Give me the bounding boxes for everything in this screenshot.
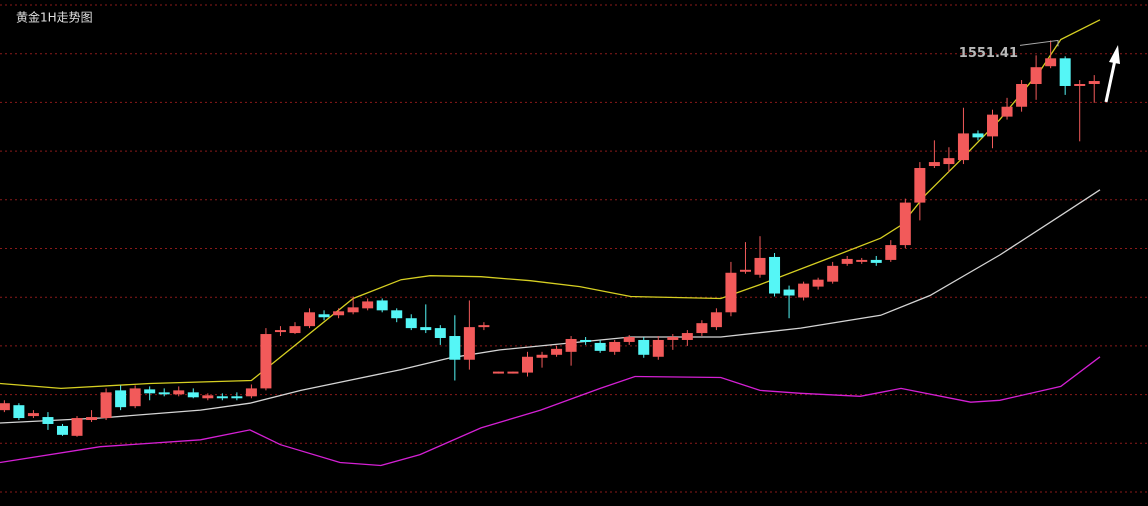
candle-body xyxy=(0,403,10,411)
candle-body xyxy=(478,325,490,328)
candle-body xyxy=(42,417,54,424)
candle-body xyxy=(769,256,781,294)
candle-body xyxy=(129,388,141,407)
arrow-head xyxy=(1109,45,1120,64)
candle-body xyxy=(231,396,243,399)
plot-area: 1551.41 xyxy=(0,19,1101,467)
candle-body xyxy=(972,133,984,138)
candle-body xyxy=(594,342,606,351)
candle-body xyxy=(856,259,868,262)
candle-body xyxy=(609,341,621,352)
candle-body xyxy=(420,327,432,331)
candle-body xyxy=(696,323,708,334)
grid xyxy=(0,4,1148,493)
candle-body xyxy=(71,418,83,436)
indicator-line xyxy=(0,189,1101,424)
candle-body xyxy=(144,389,156,394)
candle-body xyxy=(289,326,301,334)
arrow-shaft xyxy=(1104,59,1117,103)
candle-body xyxy=(1016,84,1028,107)
candle-body xyxy=(899,202,911,246)
candle-body xyxy=(216,396,228,399)
indicator-line xyxy=(0,356,1101,467)
candle-body xyxy=(565,338,577,352)
candle-body xyxy=(187,392,199,398)
candle-body xyxy=(1030,67,1042,85)
candle-body xyxy=(13,405,25,419)
high-marker xyxy=(1019,39,1059,47)
candle-body xyxy=(827,265,839,282)
candle-body xyxy=(551,348,563,355)
candle-body xyxy=(86,417,98,421)
candle-body xyxy=(56,425,68,435)
candle-body xyxy=(885,245,897,260)
candle-body xyxy=(580,339,592,342)
candle-body xyxy=(841,258,853,264)
candle-body xyxy=(449,336,461,360)
candle-body xyxy=(100,392,112,419)
candle-body xyxy=(347,307,359,313)
candle-body xyxy=(304,312,316,327)
candle-body xyxy=(173,390,185,395)
candle-body xyxy=(274,330,286,333)
candle-body xyxy=(870,259,882,263)
candle-body xyxy=(1074,84,1086,86)
candle-body xyxy=(987,114,999,137)
candle-body xyxy=(928,162,940,167)
indicator-line xyxy=(0,19,1101,390)
candle-body xyxy=(667,337,679,340)
candle-body xyxy=(638,339,650,355)
candle-body xyxy=(754,257,766,275)
candle-body xyxy=(1001,106,1013,117)
candle-body xyxy=(710,312,722,328)
candle-body xyxy=(521,356,533,373)
chart-title: 黄金1H走势图 xyxy=(16,10,93,25)
candle-body xyxy=(202,395,214,399)
candle-body xyxy=(27,413,39,417)
candle-body xyxy=(434,328,446,338)
candle-body xyxy=(914,168,926,203)
candle-body xyxy=(812,279,824,287)
candle-body xyxy=(536,354,548,358)
candle-body xyxy=(507,371,519,374)
high-label: 1551.41 xyxy=(959,46,1018,61)
candle-body xyxy=(798,283,810,298)
candle-body xyxy=(463,327,475,360)
candle-body xyxy=(376,300,388,311)
candle-body xyxy=(681,333,693,340)
candle-body xyxy=(957,133,969,161)
candle-body xyxy=(158,392,170,395)
candle-body xyxy=(1088,81,1100,85)
candle-body xyxy=(115,390,127,408)
candle-body xyxy=(405,318,417,329)
candle-body xyxy=(652,339,664,357)
candle-body xyxy=(260,334,272,389)
candle-body xyxy=(318,314,330,318)
candle-body xyxy=(333,311,345,316)
candle-body xyxy=(1059,58,1071,86)
candle-body xyxy=(725,272,737,313)
candle-body xyxy=(391,310,403,319)
candle-body xyxy=(1045,58,1057,67)
candle-body xyxy=(783,289,795,296)
candle-body xyxy=(245,388,257,397)
candle-body xyxy=(739,269,751,272)
trend-arrow xyxy=(1104,45,1120,103)
candle-body xyxy=(623,337,635,342)
candle-body xyxy=(362,301,374,309)
candle-body xyxy=(492,371,504,374)
candle-body xyxy=(943,158,955,165)
